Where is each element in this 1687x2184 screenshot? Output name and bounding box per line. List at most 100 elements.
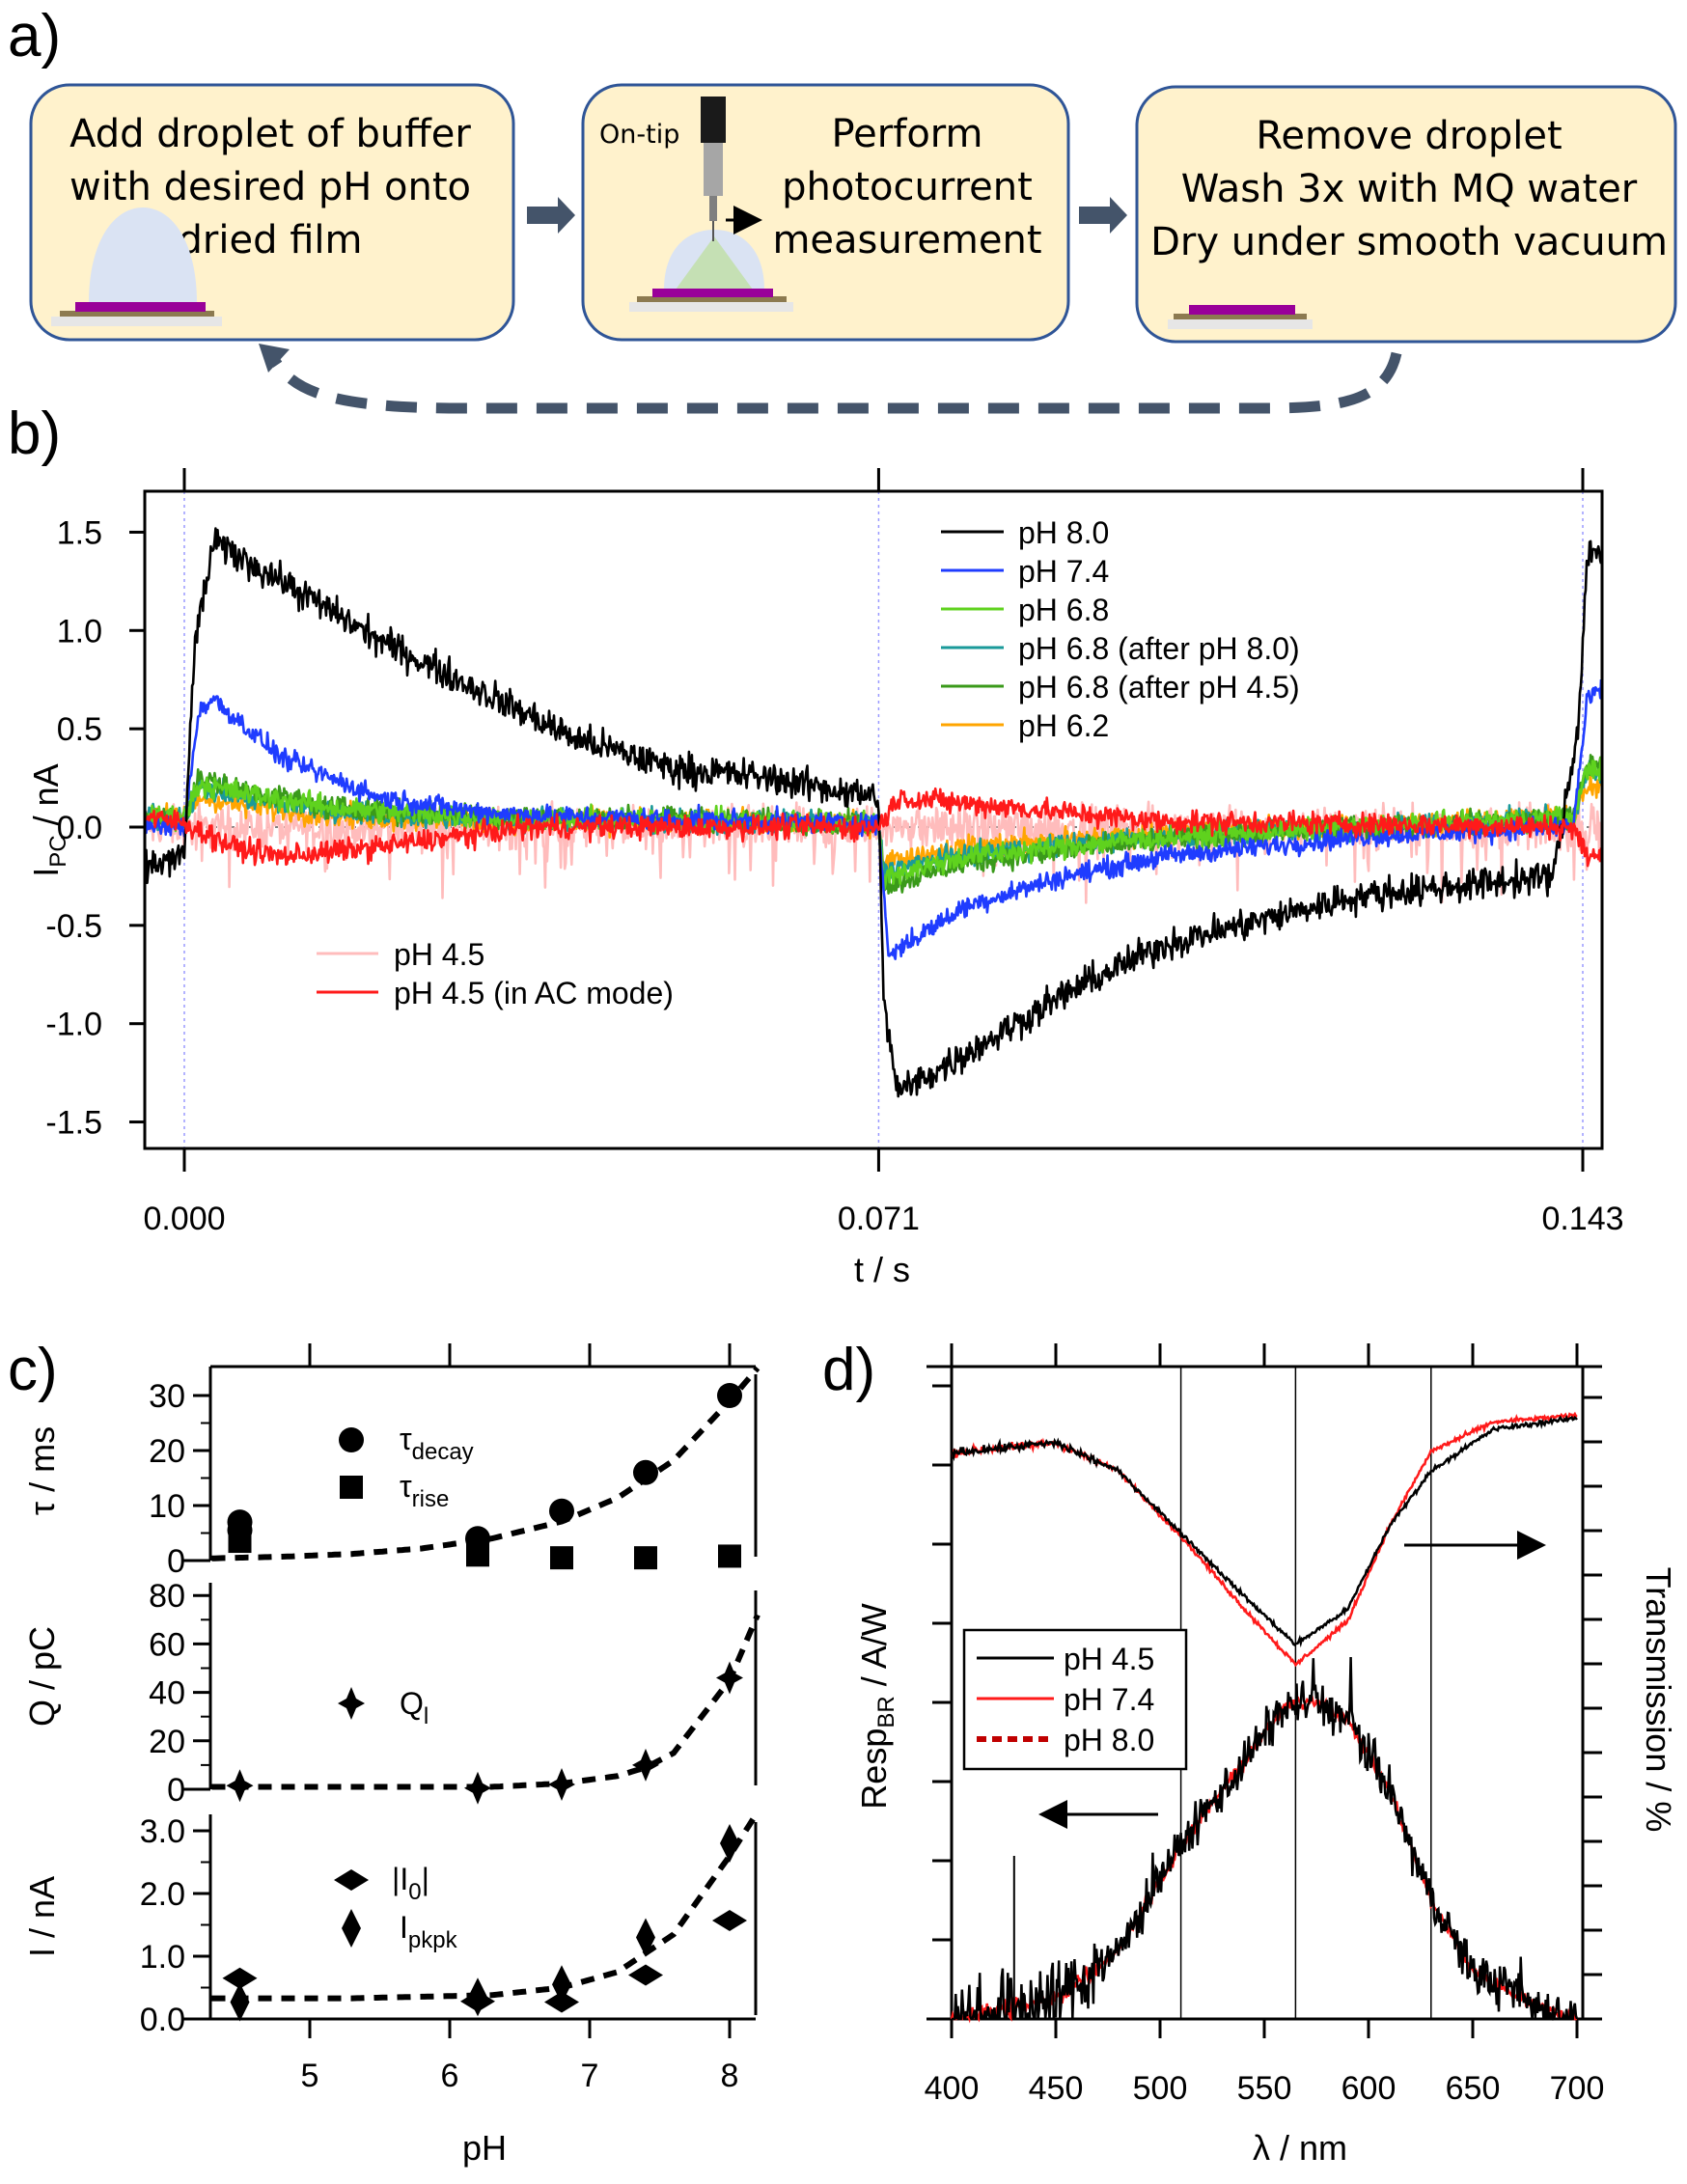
- y-tick-label: -1.5: [45, 1105, 102, 1142]
- legend-label: pH 8.0: [1018, 515, 1109, 550]
- y-tick-label: 0.5: [57, 711, 102, 748]
- marker-diamond-wide: [712, 1909, 747, 1931]
- x-tick-label: 6: [441, 2058, 459, 2094]
- plot-d-ylabel-right: Transmission / %: [1639, 1567, 1678, 1833]
- x-tick-label: 650: [1446, 2070, 1501, 2107]
- step3-line3: Dry under smooth vacuum: [1150, 220, 1668, 264]
- plot-c-legend: τdecay τrise Ql |I0| Ipkpk: [392, 1422, 474, 1953]
- marker-square: [228, 1530, 252, 1554]
- y-tick-label: 60: [149, 1626, 185, 1663]
- step-box-3: Remove droplet Wash 3x with MQ water Dry…: [1135, 85, 1677, 344]
- legend-label: pH 4.5: [1064, 1642, 1154, 1676]
- panel-c-label: c): [8, 1337, 58, 1403]
- marker-diamond-tall: [468, 1977, 487, 2017]
- fit-curve: [211, 1811, 760, 2002]
- y-tick-label: 0.0: [57, 810, 102, 846]
- y-tick-label: 1.0: [57, 613, 102, 650]
- marker-circle: [339, 1427, 364, 1452]
- fit-curve: [211, 1366, 761, 1562]
- legend-label: pH 6.8 (after pH 8.0): [1018, 631, 1300, 666]
- step1-line2: with desired pH onto: [69, 165, 471, 209]
- plot-c-ylabel-i: I / nA: [22, 1876, 62, 1957]
- plot-b-ylabel: IPC / nA: [26, 763, 71, 876]
- marker-square: [466, 1543, 489, 1567]
- marker-circle: [633, 1459, 658, 1485]
- marker-star: [226, 1769, 254, 1803]
- y-tick-label: -0.5: [45, 908, 102, 945]
- marker-square: [634, 1546, 657, 1570]
- marker-star: [464, 1771, 491, 1805]
- marker-square: [550, 1546, 573, 1570]
- y-tick-label: 0: [167, 1543, 185, 1580]
- marker-diamond-tall: [636, 1918, 655, 1957]
- panel-a: a) Add droplet of buffer with desired pH…: [8, 3, 1677, 414]
- panel-d: d) 400 450 500 550 600 650 700 λ / nm RespBR /…: [822, 1337, 1678, 2168]
- repeat-cycle-arrow: [259, 344, 1402, 414]
- optical-fiber-tip-icon: [629, 97, 793, 312]
- transmission-ph-4-5: [950, 1414, 1578, 1648]
- marker-square: [718, 1544, 741, 1568]
- marker-circle: [549, 1498, 574, 1524]
- transmission-ph-7-4: [950, 1411, 1578, 1668]
- y-tick-label: 0.0: [140, 2002, 185, 2038]
- plot-c-ylabel-q: Q / pC: [22, 1626, 62, 1727]
- y-tick-label: 0: [167, 1772, 185, 1809]
- step1-line3: dried film: [179, 218, 363, 263]
- panel-a-label: a): [8, 3, 61, 69]
- marker-diamond-tall: [342, 1909, 361, 1948]
- plot-d-ylabel-left: RespBR / A/W: [854, 1603, 899, 1809]
- y-tick-label: 1.0: [140, 1939, 185, 1976]
- legend-label: pH 8.0: [1064, 1723, 1154, 1757]
- panel-b-label: b): [8, 401, 61, 467]
- legend-label: pH 6.2: [1018, 708, 1109, 743]
- x-tick-label: 600: [1341, 2070, 1397, 2107]
- x-tick-label: 400: [925, 2070, 980, 2107]
- plot-b-xlabel: t / s: [854, 1250, 910, 1289]
- plot-b-frame: [143, 489, 1604, 1150]
- marker-star: [716, 1661, 743, 1695]
- x-tick-label: 7: [581, 2058, 599, 2094]
- plot-d-legend: pH 4.5 pH 7.4 pH 8.0: [962, 1628, 1188, 1771]
- series-line-ph-4-5-in-ac-mode-: [144, 787, 1603, 868]
- x-tick-label: 500: [1133, 2070, 1188, 2107]
- x-tick-label: 5: [301, 2058, 319, 2094]
- step-box-2: On-tip Perform photocurrent measurement: [581, 83, 1070, 342]
- step1-line1: Add droplet of buffer: [69, 112, 471, 156]
- marker-circle: [717, 1383, 742, 1408]
- dried-film-icon: [1168, 305, 1313, 329]
- marker-diamond-wide: [628, 1964, 663, 1986]
- legend-label: pH 4.5: [394, 937, 484, 972]
- step2-line1: Perform: [831, 112, 982, 156]
- marker-square: [340, 1476, 363, 1499]
- marker-diamond-wide: [334, 1869, 369, 1891]
- step2-line2: photocurrent: [782, 165, 1033, 209]
- y-tick-label: -1.0: [45, 1007, 102, 1043]
- marker-star: [632, 1748, 659, 1782]
- x-tick-label: 8: [721, 2058, 739, 2094]
- y-tick-label: 80: [149, 1578, 185, 1615]
- marker-star: [338, 1687, 365, 1720]
- x-tick-label: 0.000: [143, 1201, 225, 1237]
- x-tick-label: 0.143: [1541, 1201, 1623, 1237]
- legend-label: pH 6.8: [1018, 593, 1109, 627]
- legend-label: pH 7.4: [1064, 1682, 1154, 1717]
- y-tick-label: 20: [149, 1724, 185, 1760]
- marker-star: [548, 1767, 575, 1801]
- y-tick-label: 2.0: [140, 1876, 185, 1913]
- step-arrow-1: [527, 197, 575, 234]
- legend-label: pH 6.8 (after pH 4.5): [1018, 670, 1300, 705]
- legend-i0: |I0|: [392, 1862, 429, 1905]
- legend-q: Ql: [400, 1686, 429, 1729]
- legend-label: pH 4.5 (in AC mode): [394, 976, 674, 1010]
- marker-diamond-wide: [222, 1967, 258, 1989]
- x-tick-label: 0.071: [838, 1201, 920, 1237]
- step2-line3: measurement: [772, 218, 1041, 263]
- series-line-ph-8-0: [144, 527, 1603, 1098]
- x-tick-label: 700: [1550, 2070, 1605, 2107]
- legend-label: pH 7.4: [1018, 554, 1109, 589]
- plot-d-xlabel: λ / nm: [1253, 2128, 1347, 2168]
- x-tick-label: 450: [1029, 2070, 1084, 2107]
- y-tick-label: 1.5: [57, 514, 102, 551]
